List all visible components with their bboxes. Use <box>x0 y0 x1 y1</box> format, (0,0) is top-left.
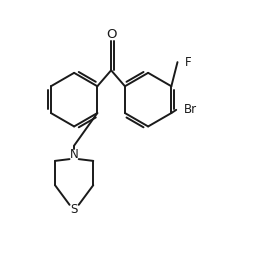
Text: O: O <box>106 28 116 41</box>
Text: S: S <box>70 203 78 216</box>
Text: N: N <box>70 148 78 161</box>
Text: F: F <box>185 56 192 69</box>
Text: Br: Br <box>184 103 197 116</box>
